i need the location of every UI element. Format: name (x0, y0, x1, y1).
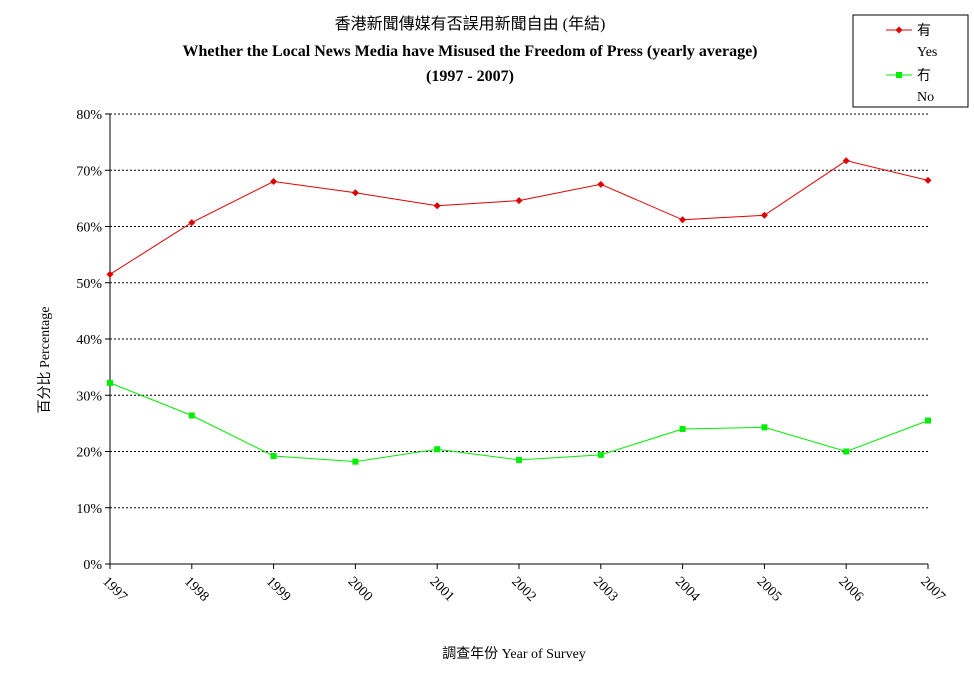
x-tick-label: 2003 (590, 574, 620, 604)
data-point (679, 426, 686, 432)
legend-label: 冇 (917, 68, 931, 84)
chart-subtitle: Whether the Local News Media have Misuse… (183, 43, 758, 60)
y-tick-label: 80% (76, 108, 102, 123)
y-tick-labels: 0% 10% 20% 30% 40% 50% 60% 70% 80% (76, 108, 102, 573)
legend-label-en: Yes (917, 45, 937, 60)
data-point (270, 453, 277, 459)
legend-items: 有 Yes 冇 No (886, 23, 937, 105)
x-tick-label: 2007 (917, 574, 947, 604)
data-point (515, 197, 523, 205)
data-point (270, 178, 278, 185)
data-point (107, 379, 113, 386)
y-tick-label: 50% (76, 277, 102, 292)
data-point (597, 180, 605, 188)
x-tick-labels: 1997 1998 1999 2000 2001 2002 2003 2004 2005 2006… (99, 574, 947, 604)
data-point (433, 202, 441, 210)
data-point (106, 270, 114, 278)
x-tick-label: 2000 (345, 574, 375, 604)
data-point (842, 157, 850, 165)
legend-label-en: No (917, 90, 934, 105)
legend-swatch-marker (896, 72, 902, 78)
x-axis-label: 調查年份 Year of Survey (442, 646, 586, 662)
series-line-1 (109, 160, 929, 275)
legend: 有 Yes 冇 No (852, 14, 969, 108)
x-tick-label: 1999 (263, 574, 293, 604)
data-point (516, 456, 522, 463)
x-tick-label: 2002 (508, 574, 538, 604)
y-tick-label: 70% (76, 164, 102, 179)
y-tick-label: 30% (76, 389, 102, 404)
y-axis-label: 百分比 Percentage (37, 307, 53, 414)
data-point (843, 448, 850, 455)
data-point (434, 446, 441, 453)
series-group (106, 157, 932, 465)
data-point (352, 458, 359, 465)
x-tick-label: 2004 (672, 574, 702, 604)
data-point (924, 176, 932, 184)
gridlines (110, 113, 928, 509)
y-tick-label: 40% (76, 333, 102, 348)
data-point (761, 424, 768, 431)
x-tick-label: 1998 (181, 574, 211, 604)
x-tick-label: 2005 (754, 574, 784, 604)
axes (105, 113, 929, 569)
legend-label: 有 (917, 23, 931, 39)
data-point (679, 216, 687, 224)
legend-swatch-marker (895, 26, 903, 34)
data-point (760, 211, 768, 219)
x-tick-label: 2001 (426, 574, 456, 604)
y-tick-label: 60% (76, 221, 102, 236)
chart-period: (1997 - 2007) (426, 68, 514, 85)
y-tick-label: 10% (76, 502, 102, 517)
series-line-2 (109, 382, 929, 463)
legend-box (852, 14, 969, 108)
data-point (188, 219, 196, 227)
data-point (925, 417, 931, 424)
chart-title: 香港新聞傳媒有否誤用新聞自由 (年結) (335, 15, 606, 33)
x-tick-label: 1997 (99, 574, 129, 604)
y-tick-label: 0% (83, 558, 102, 573)
data-point (188, 412, 195, 419)
y-tick-label: 20% (76, 446, 102, 461)
x-tick-label: 2006 (835, 574, 865, 604)
data-point (351, 189, 359, 197)
data-point (597, 451, 604, 458)
